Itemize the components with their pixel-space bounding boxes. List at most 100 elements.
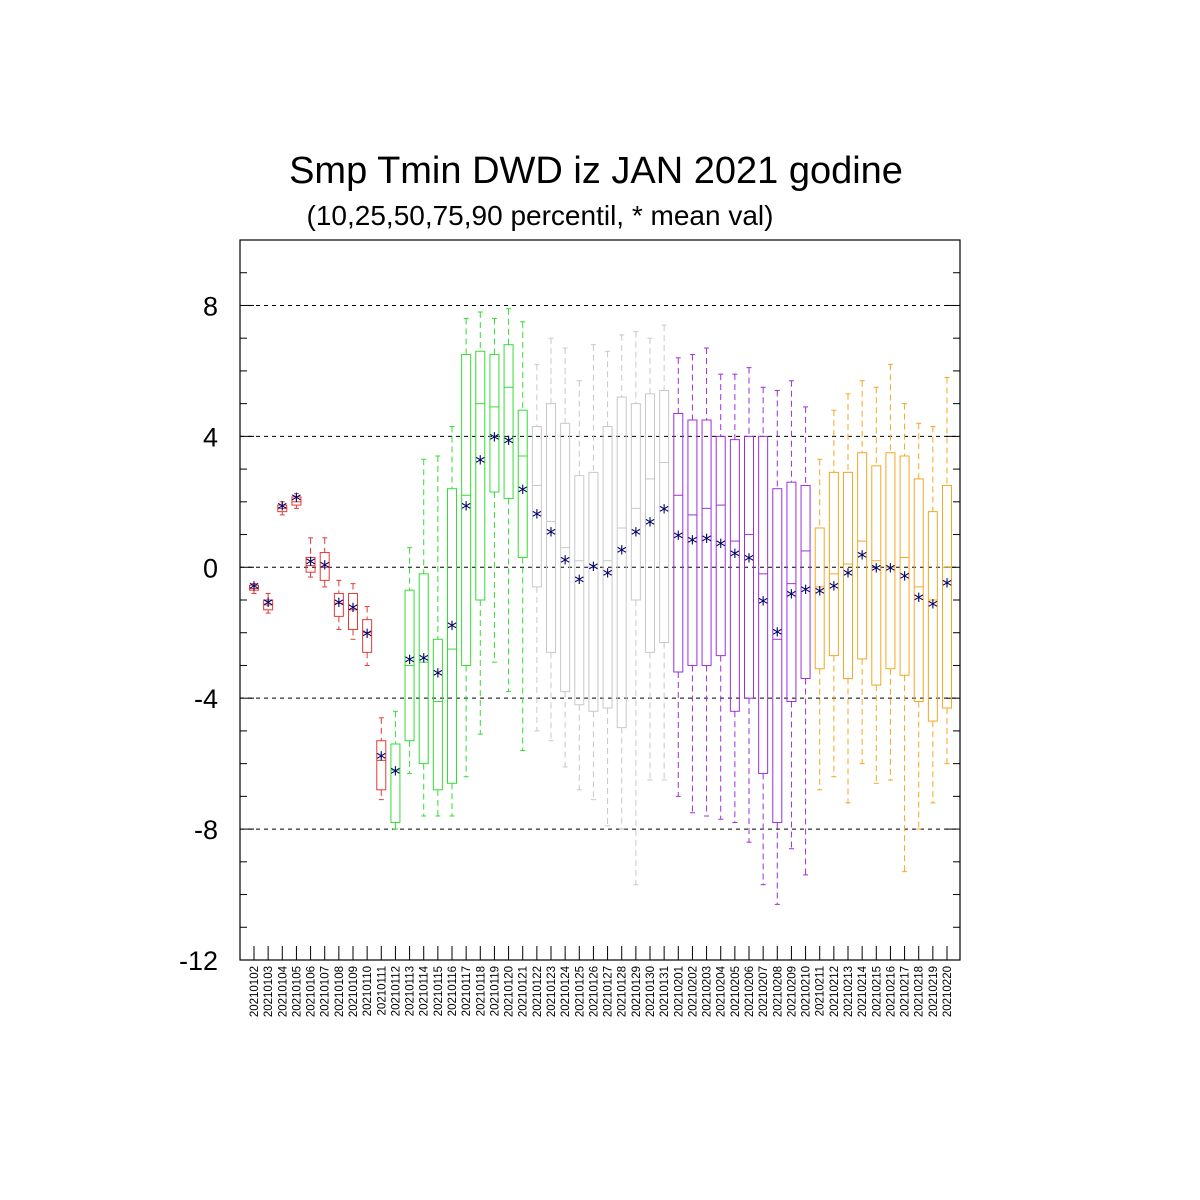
mean-marker: *	[900, 568, 910, 592]
y-tick-label: 0	[203, 553, 218, 583]
mean-marker: *	[419, 650, 429, 674]
x-tick-label: 20210210	[801, 966, 813, 1017]
box-20210128	[616, 334, 627, 830]
mean-marker: *	[518, 481, 528, 505]
box-20210123	[546, 337, 556, 742]
mean-marker: *	[475, 452, 485, 476]
mean-marker: *	[489, 429, 499, 453]
mean-marker: *	[504, 432, 514, 456]
iqr-box	[517, 409, 528, 558]
iqr-box	[291, 496, 302, 506]
iqr-box	[772, 488, 783, 824]
mean-marker: *	[843, 564, 853, 588]
box-20210206	[744, 367, 754, 843]
iqr-box	[843, 471, 853, 680]
box-20210113	[404, 547, 415, 774]
box-20210109	[348, 583, 358, 640]
box-20210219	[927, 426, 938, 804]
iqr-box	[489, 354, 500, 493]
y-tick-label: -4	[194, 684, 218, 714]
iqr-box	[744, 435, 754, 699]
y-tick-label: 8	[203, 291, 218, 321]
box-20210120	[503, 308, 514, 693]
mean-marker: *	[645, 514, 655, 538]
x-tick-label: 20210122	[532, 966, 544, 1017]
iqr-box	[616, 396, 627, 729]
x-tick-label: 20210131	[659, 966, 671, 1017]
box-20210211	[814, 458, 825, 791]
mean-marker: *	[716, 535, 726, 559]
mean-marker: *	[801, 581, 811, 605]
box-20210131	[659, 324, 670, 781]
mean-marker: *	[617, 542, 627, 566]
box-20210111	[376, 717, 387, 801]
box-20210129	[630, 331, 641, 886]
mean-marker: *	[348, 599, 358, 623]
iqr-box	[715, 435, 726, 657]
x-tick-label: 20210127	[603, 966, 615, 1017]
iqr-box	[729, 439, 740, 712]
mean-marker: *	[857, 546, 867, 570]
x-tick-label: 20210204	[716, 965, 728, 1017]
boxes	[249, 308, 952, 905]
iqr-box	[560, 422, 571, 693]
iqr-box	[828, 471, 839, 657]
mean-marker: *	[447, 617, 457, 641]
box-20210122	[531, 363, 542, 732]
iqr-box	[630, 403, 641, 601]
x-tick-label: 20210108	[334, 966, 346, 1017]
iqr-box	[574, 475, 585, 706]
mean-marker: *	[376, 748, 386, 772]
iqr-box	[927, 511, 938, 722]
iqr-box	[786, 481, 797, 702]
x-tick-label: 20210110	[362, 966, 374, 1016]
x-tick-label: 20210124	[560, 965, 572, 1017]
x-tick-labels: 20210102 20210103 20210104 20210105 20210106…	[249, 965, 954, 1017]
mean-marker: *	[574, 571, 584, 595]
x-tick-label: 20210211	[815, 966, 827, 1016]
box-20210107	[319, 537, 330, 588]
iqr-box	[857, 452, 868, 660]
box-20210116	[447, 426, 457, 817]
box-20210124	[560, 347, 571, 768]
iqr-box	[673, 412, 684, 673]
x-tick-label: 20210203	[702, 966, 714, 1017]
iqr-box	[531, 426, 542, 588]
box-20210212	[828, 409, 839, 778]
iqr-box	[687, 419, 698, 666]
mean-marker: *	[815, 582, 825, 606]
mean-marker: *	[659, 501, 669, 525]
x-tick-label: 20210208	[772, 966, 784, 1017]
mean-marker: *	[885, 560, 895, 584]
x-tick-label: 20210123	[546, 966, 558, 1017]
x-tick-label: 20210106	[306, 966, 318, 1017]
x-tick-label: 20210109	[348, 966, 360, 1017]
mean-marker: *	[942, 574, 952, 598]
mean-marker: *	[772, 623, 782, 647]
mean-marker: *	[928, 596, 938, 620]
mean-marker: *	[786, 586, 796, 610]
iqr-box	[800, 484, 811, 680]
x-tick-label: 20210102	[249, 966, 261, 1017]
iqr-box	[588, 471, 599, 712]
box-20210217	[899, 403, 910, 873]
box-20210210	[800, 406, 811, 876]
x-tick-label: 20210104	[277, 965, 289, 1017]
iqr-box	[885, 452, 896, 670]
mean-marker: *	[631, 524, 641, 548]
plot-frame	[239, 239, 961, 961]
box-20210202	[687, 354, 698, 814]
x-tick-label: 20210120	[504, 966, 516, 1017]
x-tick-label: 20210130	[645, 966, 657, 1017]
x-tick-label: 20210112	[390, 966, 402, 1016]
x-tick-label: 20210103	[263, 966, 275, 1017]
mean-marker: *	[532, 506, 542, 530]
mean-marker: *	[730, 545, 740, 569]
x-tick-label: 20210213	[843, 966, 855, 1017]
y-tick-label: 4	[203, 422, 218, 452]
box-20210220	[942, 376, 952, 765]
box-20210127	[602, 350, 613, 827]
box-20210104	[277, 501, 288, 516]
x-tick-label: 20210114	[419, 965, 431, 1016]
